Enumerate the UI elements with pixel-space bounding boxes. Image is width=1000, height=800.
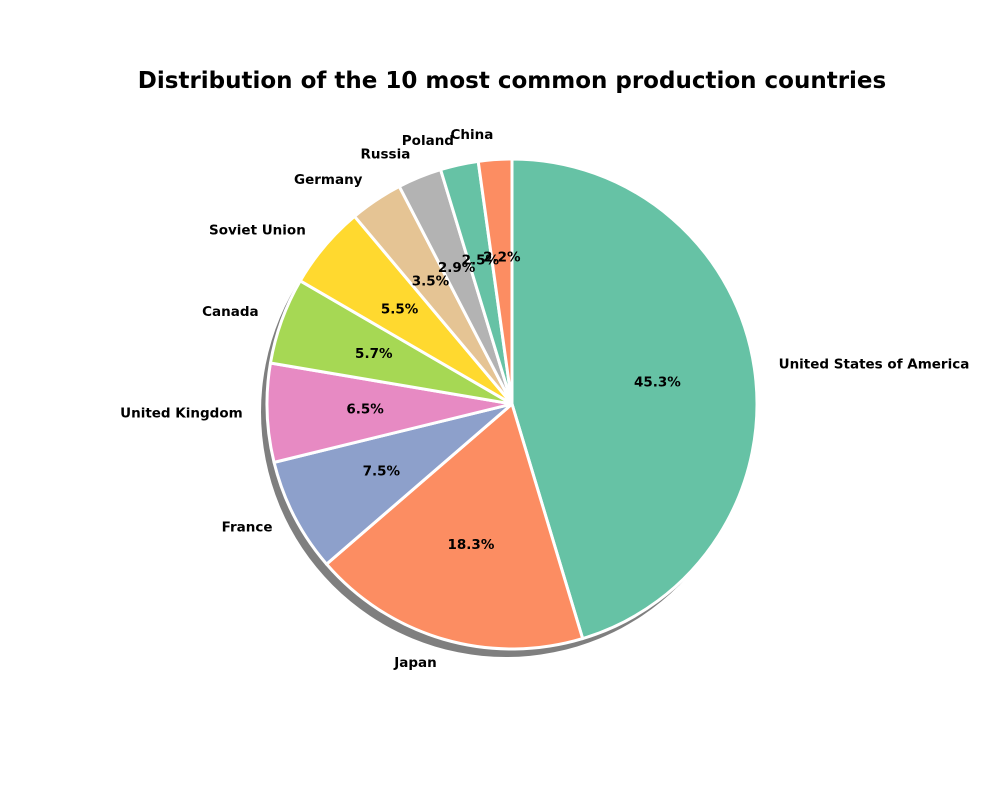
chart-title: Distribution of the 10 most common produ… bbox=[138, 68, 886, 94]
slice-label-soviet-union: Soviet Union bbox=[209, 222, 306, 238]
slice-pct-china: 2.2% bbox=[483, 249, 521, 265]
slice-pct-united-states-of-america: 45.3% bbox=[634, 375, 681, 391]
slice-pct-united-kingdom: 6.5% bbox=[346, 401, 384, 417]
slice-label-china: China bbox=[450, 127, 493, 143]
pie-slice-united-states-of-america bbox=[510, 157, 759, 641]
pie-slice-japan bbox=[325, 402, 585, 651]
pie-slices bbox=[265, 157, 759, 651]
slice-pct-canada: 5.7% bbox=[355, 346, 393, 362]
pie-slice-france bbox=[272, 402, 514, 566]
slice-label-canada: Canada bbox=[202, 304, 259, 320]
slice-label-russia: Russia bbox=[361, 146, 411, 162]
pie-labels: United States of America 45.3% Japan 18.3% F… bbox=[120, 127, 969, 671]
slice-label-japan: Japan bbox=[393, 655, 437, 671]
slice-pct-france: 7.5% bbox=[363, 463, 401, 479]
slice-pct-russia: 2.9% bbox=[438, 260, 476, 276]
slice-label-germany: Germany bbox=[294, 172, 363, 188]
slice-pct-soviet-union: 5.5% bbox=[381, 301, 419, 317]
slice-label-poland: Poland bbox=[402, 133, 454, 149]
slice-pct-germany: 3.5% bbox=[412, 274, 450, 290]
slice-label-united-states-of-america: United States of America bbox=[779, 357, 970, 373]
slice-label-united-kingdom: United Kingdom bbox=[120, 406, 243, 422]
slice-label-france: France bbox=[222, 520, 273, 536]
slice-pct-poland: 2.5% bbox=[462, 252, 500, 268]
pie-slice-china bbox=[476, 157, 514, 406]
slice-pct-japan: 18.3% bbox=[448, 537, 495, 553]
